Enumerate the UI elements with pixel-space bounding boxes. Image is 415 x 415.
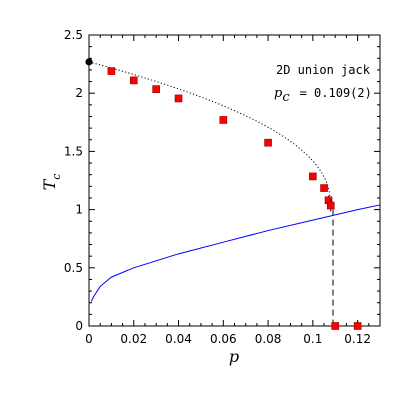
y-tick-label: 2 <box>75 86 83 100</box>
data-point <box>107 67 116 75</box>
y-axis-title-subscript: c <box>50 174 63 180</box>
x-tick-label: 0.12 <box>344 332 371 346</box>
data-point <box>152 85 160 93</box>
data-point <box>129 76 138 85</box>
y-tick-label: 0 <box>75 319 83 333</box>
data-point <box>353 322 362 330</box>
annotation-line2: pc = 0.109(2) <box>274 86 372 105</box>
y-axis-title: Tc <box>40 174 63 191</box>
data-point <box>264 138 272 147</box>
svg-text:Tc: Tc <box>40 174 63 191</box>
axis-ticks: 0 0.02 0.04 0.06 0.08 0.1 0.12 0 0.5 1 1.5 2 2.5 <box>64 28 380 346</box>
x-tick-label: 0.08 <box>255 332 282 346</box>
x-tick-label: 0.04 <box>165 332 192 346</box>
annotation-value: = 0.109(2) <box>300 86 372 100</box>
data-point <box>320 184 328 192</box>
y-axis-title-main: T <box>40 178 59 190</box>
annotation-line1: 2D union jack <box>276 63 371 77</box>
y-tick-label: 1 <box>75 203 83 217</box>
data-point <box>331 322 340 330</box>
data-point <box>219 116 228 124</box>
blue-curve <box>90 204 381 302</box>
x-tick-label: 0.06 <box>210 332 237 346</box>
data-points <box>85 58 362 330</box>
x-tick-label: 0.1 <box>303 332 322 346</box>
fit-curve <box>88 61 332 206</box>
curves <box>88 61 381 326</box>
x-tick-label: 0 <box>85 332 93 346</box>
x-tick-label: 0.02 <box>120 332 147 346</box>
x-axis-title: p <box>229 347 239 366</box>
annotation-subscript: c <box>282 90 290 105</box>
y-tick-label: 0.5 <box>64 261 83 275</box>
exact-point-marker <box>85 58 93 66</box>
y-tick-label: 1.5 <box>64 144 83 158</box>
annotation-symbol: p <box>274 86 283 101</box>
data-point <box>326 201 335 210</box>
data-point <box>174 94 183 103</box>
data-point <box>309 172 317 181</box>
y-tick-label: 2.5 <box>64 28 83 42</box>
